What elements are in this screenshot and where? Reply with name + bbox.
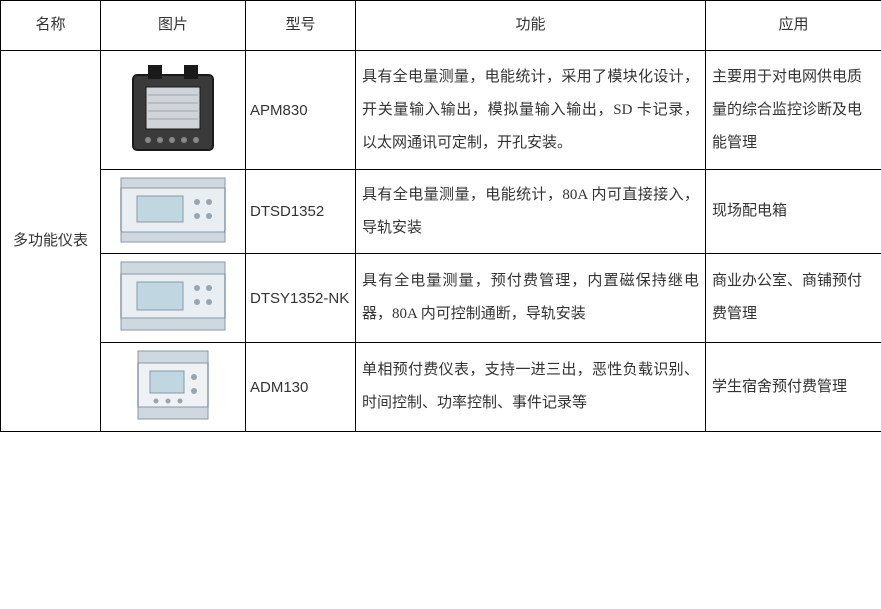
model-cell: APM830: [246, 51, 356, 170]
application-cell: 现场配电箱: [706, 170, 881, 254]
din-meter-icon: [113, 174, 233, 249]
col-header-function: 功能: [356, 1, 706, 51]
table-row: ADM130 单相预付费仪表，支持一进三出，恶性负载识别、时间控制、功率控制、事…: [1, 343, 881, 432]
model-cell: DTSD1352: [246, 170, 356, 254]
model-cell: DTSY1352-NK: [246, 254, 356, 343]
din-meter-small-icon: [128, 347, 218, 427]
table-row: DTSD1352 具有全电量测量，电能统计，80A 内可直接接入，导轨安装 现场…: [1, 170, 881, 254]
panel-meter-icon: [118, 55, 228, 165]
group-name-cell: 多功能仪表: [1, 51, 101, 432]
col-header-name: 名称: [1, 1, 101, 51]
function-cell: 具有全电量测量，预付费管理，内置磁保持继电器，80A 内可控制通断，导轨安装: [356, 254, 706, 343]
col-header-application: 应用: [706, 1, 881, 51]
product-table: 名称 图片 型号 功能 应用 多功能仪表: [0, 0, 881, 432]
function-cell: 具有全电量测量，电能统计，采用了模块化设计，开关量输入输出，模拟量输入输出，SD…: [356, 51, 706, 170]
function-cell: 具有全电量测量，电能统计，80A 内可直接接入，导轨安装: [356, 170, 706, 254]
product-image-cell: [101, 170, 246, 254]
product-image-cell: [101, 51, 246, 170]
din-meter-icon: [113, 258, 233, 338]
col-header-image: 图片: [101, 1, 246, 51]
function-cell: 单相预付费仪表，支持一进三出，恶性负载识别、时间控制、功率控制、事件记录等: [356, 343, 706, 432]
application-cell: 主要用于对电网供电质量的综合监控诊断及电能管理: [706, 51, 881, 170]
product-image-cell: [101, 343, 246, 432]
product-image-cell: [101, 254, 246, 343]
application-cell: 商业办公室、商铺预付费管理: [706, 254, 881, 343]
table-row: 多功能仪表 APM830: [1, 51, 881, 170]
col-header-model: 型号: [246, 1, 356, 51]
table-row: DTSY1352-NK 具有全电量测量，预付费管理，内置磁保持继电器，80A 内…: [1, 254, 881, 343]
model-cell: ADM130: [246, 343, 356, 432]
application-cell: 学生宿舍预付费管理: [706, 343, 881, 432]
table-header-row: 名称 图片 型号 功能 应用: [1, 1, 881, 51]
